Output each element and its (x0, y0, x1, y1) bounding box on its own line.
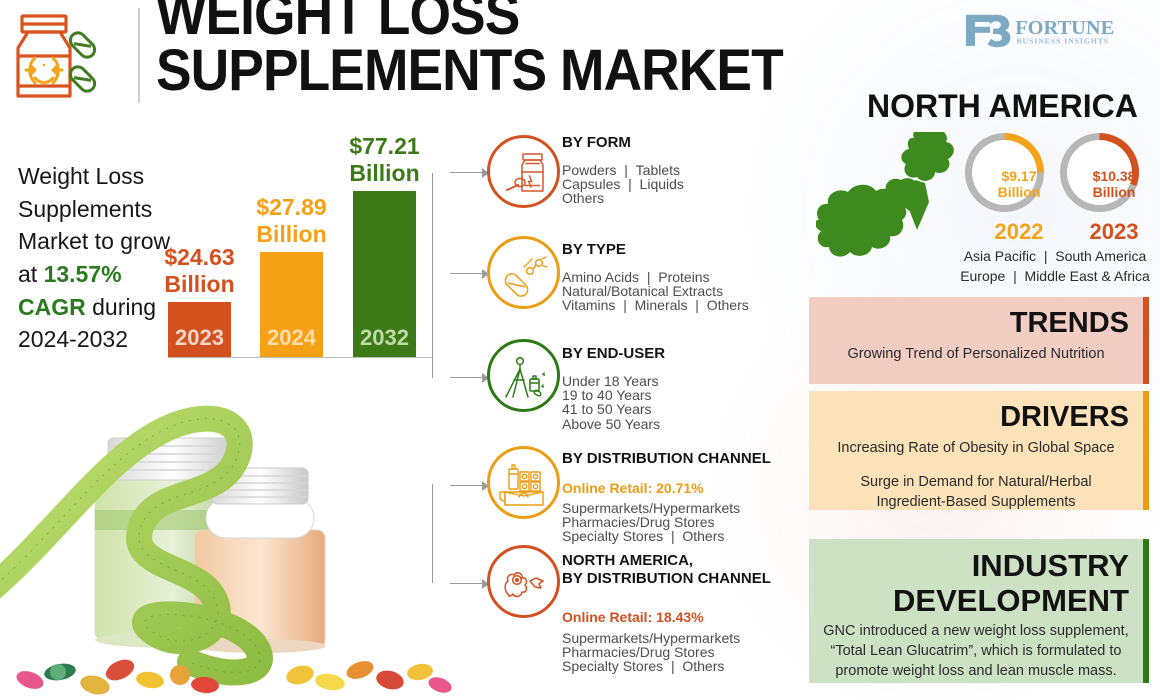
svg-text:FORTUNE: FORTUNE (1015, 17, 1114, 39)
svg-text:BUSINESS INSIGHTS: BUSINESS INSIGHTS (1016, 37, 1109, 46)
